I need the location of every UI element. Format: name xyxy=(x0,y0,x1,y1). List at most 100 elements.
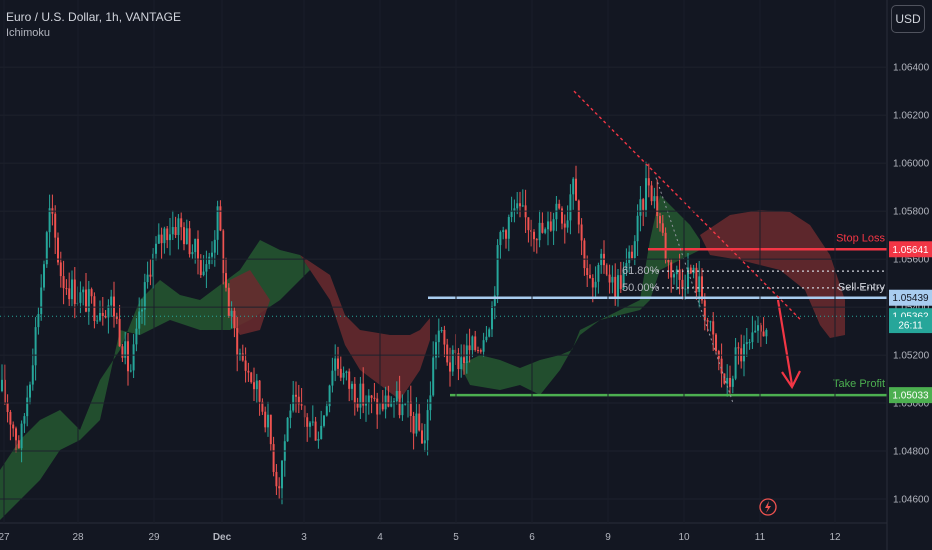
candle-body xyxy=(731,378,734,387)
candle-body xyxy=(432,357,435,396)
candle-body xyxy=(709,321,712,323)
candle-body xyxy=(337,358,339,369)
indicator-label[interactable]: Ichimoku xyxy=(6,27,51,39)
candle-body xyxy=(401,404,404,416)
candle-body xyxy=(460,357,463,370)
candle-body xyxy=(698,276,701,293)
time-tick-label: 27 xyxy=(0,532,10,543)
candle-body xyxy=(87,289,90,312)
price-axis[interactable]: 1.06400 1.06200 1.06000 1.05800 1.05600 1.054… xyxy=(0,63,930,506)
candle-body xyxy=(253,382,255,390)
candle-body xyxy=(48,208,51,233)
candle-body xyxy=(351,383,353,389)
candle-body xyxy=(244,360,247,371)
candle-body xyxy=(605,265,608,275)
candle-body xyxy=(275,471,278,487)
price-tag xyxy=(889,289,932,306)
candle-body xyxy=(561,208,563,224)
price-tag-label: 1.05439 xyxy=(892,293,929,304)
candle-body xyxy=(365,403,367,406)
lightning-icon[interactable] xyxy=(759,498,777,516)
candle-body xyxy=(569,194,572,221)
cloud-bullish xyxy=(460,195,700,395)
candle-body xyxy=(57,237,59,263)
candle-body xyxy=(132,344,135,371)
drawings: Stop Loss Sell Entry Take Profit 61.80% 50.0… xyxy=(0,90,887,404)
time-tick-label: 9 xyxy=(605,532,611,543)
candle-body xyxy=(152,253,155,277)
candle-body xyxy=(440,329,443,331)
candle-body xyxy=(325,406,328,416)
time-axis[interactable]: 27 28 29 Dec 3 4 5 6 9 10 11 12 xyxy=(0,0,841,543)
candle-body xyxy=(547,221,549,230)
candle-body xyxy=(409,401,412,416)
candle-body xyxy=(527,217,530,231)
candle-body xyxy=(499,232,502,246)
candle-body xyxy=(6,402,9,412)
candle-body xyxy=(202,271,205,276)
candle-body xyxy=(177,218,180,235)
candle-body xyxy=(589,275,591,279)
price-tick-label: 1.05800 xyxy=(893,207,930,218)
price-tick-label: 1.05600 xyxy=(893,255,930,266)
candle-body xyxy=(71,279,73,300)
candle-body xyxy=(90,289,93,297)
candle-body xyxy=(37,314,40,328)
time-tick-label: 28 xyxy=(72,532,84,543)
candle-body xyxy=(211,252,213,257)
candle-body xyxy=(751,332,754,343)
candle-body xyxy=(12,424,15,429)
candle-body xyxy=(608,274,611,283)
candle-body xyxy=(765,329,768,337)
candle-body xyxy=(449,362,451,372)
candle-body xyxy=(155,243,157,254)
candle-body xyxy=(143,282,146,310)
level-label: Stop Loss xyxy=(836,232,885,244)
candle-body xyxy=(141,309,143,312)
candle-body xyxy=(479,350,482,352)
candle-body xyxy=(645,178,647,210)
candle-body xyxy=(586,268,589,276)
candle-body xyxy=(387,395,390,407)
candle-body xyxy=(437,330,440,343)
candle-body xyxy=(185,228,188,245)
candle-body xyxy=(370,395,373,398)
candle-body xyxy=(421,430,423,444)
candle-body xyxy=(563,223,566,228)
candle-body xyxy=(174,227,177,235)
candle-body xyxy=(482,340,485,352)
symbol-title[interactable]: Euro / U.S. Dollar, 1h, VANTAGE xyxy=(6,10,181,24)
time-tick-label: 6 xyxy=(529,532,535,543)
candle-body xyxy=(519,203,521,207)
candle-body xyxy=(541,222,544,233)
candle-body xyxy=(1,379,3,392)
candle-body xyxy=(633,241,636,259)
currency-button[interactable]: USD xyxy=(891,5,925,33)
candle-body xyxy=(678,269,681,280)
ichimoku-cloud xyxy=(0,195,845,520)
candle-body xyxy=(516,203,519,209)
candle-body xyxy=(552,219,555,231)
candle-body xyxy=(345,371,348,373)
candle-body xyxy=(339,368,342,378)
candle-body xyxy=(222,230,225,274)
candle-body xyxy=(471,336,474,351)
candle-body xyxy=(258,380,261,402)
candle-body xyxy=(328,385,331,407)
candle-body xyxy=(572,178,575,195)
cloud-bearish xyxy=(300,255,430,400)
candle-body xyxy=(255,380,258,390)
candle-body xyxy=(99,312,101,321)
price-tag xyxy=(889,387,932,404)
candle-body xyxy=(759,325,762,332)
candle-body xyxy=(250,372,253,383)
candle-body xyxy=(653,196,656,202)
candle-body xyxy=(169,234,171,241)
candle-body xyxy=(754,330,757,333)
candle-body xyxy=(723,373,726,384)
candle-body xyxy=(138,311,141,329)
time-tick-label: 10 xyxy=(678,532,690,543)
candle-body xyxy=(261,401,264,412)
candle-body xyxy=(104,315,107,318)
